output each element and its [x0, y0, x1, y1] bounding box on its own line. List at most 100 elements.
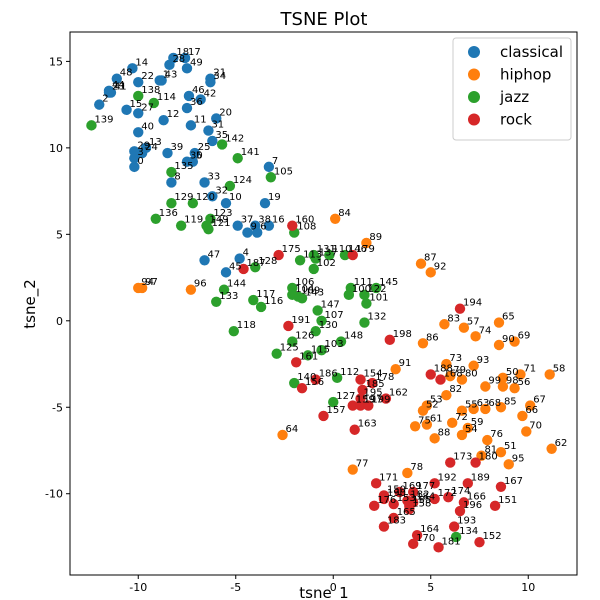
classical-point: [164, 59, 175, 71]
point-label: 34: [213, 71, 226, 82]
point-label: 117: [256, 289, 275, 300]
jazz-point: [150, 213, 161, 224]
rock-point: [408, 497, 419, 508]
rock-point: [380, 393, 392, 404]
jazz-point: [359, 317, 370, 328]
point-label: 31: [211, 120, 224, 131]
point-label: 146: [348, 244, 367, 255]
point-label: 19: [268, 192, 281, 203]
legend-label-jazz: jazz: [499, 88, 529, 106]
legend-label-rock: rock: [500, 111, 532, 129]
legend-label-hiphop: hiphop: [500, 66, 551, 84]
point-label: 2: [102, 94, 108, 105]
point-label: 105: [274, 166, 293, 177]
y-tick-label: -5: [52, 401, 63, 414]
classical-point: [242, 227, 253, 238]
point-label: 125: [280, 343, 299, 354]
y-tick-label: 15: [49, 55, 63, 68]
hiphop-point: [441, 389, 452, 401]
point-label: 10: [229, 192, 242, 203]
point-label: 12: [167, 109, 180, 120]
point-label: 142: [225, 133, 244, 144]
point-label: 74: [479, 325, 492, 336]
point-label: 143: [305, 287, 324, 298]
x-tick-label: 5: [427, 581, 434, 594]
hiphop-point: [390, 364, 401, 375]
classical-point: [203, 125, 214, 136]
point-label: 11: [194, 114, 207, 125]
rock-point: [357, 384, 368, 396]
point-label: 72: [455, 412, 468, 423]
point-label: 102: [317, 258, 336, 269]
hiphop-point: [421, 419, 433, 430]
point-label: 1: [163, 69, 169, 80]
legend-marker-jazz: [468, 91, 480, 103]
point-label: 83: [447, 313, 460, 324]
classical-point: [166, 177, 177, 188]
point-label: 28: [172, 54, 185, 65]
hiphop-point: [493, 317, 505, 328]
x-tick-label: 0: [330, 581, 337, 594]
hiphop-point: [429, 433, 440, 444]
legend-label-classical: classical: [500, 43, 563, 61]
hiphop-point: [525, 400, 536, 411]
jazz-point: [175, 220, 187, 231]
hiphop-point: [361, 237, 372, 249]
rock-point: [347, 400, 358, 411]
jazz-point: [359, 289, 370, 301]
hiphop-point: [544, 369, 555, 380]
classical-point: [259, 198, 271, 209]
hiphop-point: [185, 284, 197, 295]
rock-point: [388, 498, 399, 510]
point-label: 9: [250, 222, 256, 233]
rock-point: [378, 521, 390, 532]
point-label: 168: [444, 369, 463, 380]
jazz-point: [324, 249, 335, 261]
point-label: 32: [215, 185, 228, 196]
point-label: 183: [387, 516, 406, 527]
jazz-point: [328, 396, 339, 408]
point-label: 76: [490, 429, 503, 440]
point-label: 164: [420, 524, 439, 535]
point-label: 115: [311, 344, 330, 355]
point-label: 30: [190, 151, 203, 162]
x-tick-label: -5: [230, 581, 241, 594]
classical-point: [162, 147, 173, 159]
rock-point: [443, 491, 454, 503]
jazz-point: [248, 294, 259, 306]
legend-box: [452, 37, 572, 141]
point-label: 81: [484, 445, 497, 456]
point-label: 4: [243, 248, 249, 259]
hiphop-point: [480, 403, 491, 415]
rock-point: [495, 481, 507, 493]
point-label: 13: [149, 137, 162, 148]
point-label: 85: [504, 396, 517, 407]
y-axis-label: tsne_2: [21, 279, 40, 328]
point-label: 92: [434, 261, 447, 272]
hiphop-point: [509, 383, 520, 394]
point-label: 114: [157, 92, 176, 103]
jazz-point: [228, 325, 239, 337]
point-label: 135: [174, 161, 193, 172]
jazz-point: [302, 350, 314, 361]
point-label: 70: [529, 420, 542, 431]
jazz-point: [294, 255, 306, 266]
hiphop-point: [409, 421, 421, 432]
point-label: 127: [336, 391, 355, 402]
point-label: 47: [208, 249, 221, 260]
classical-point: [185, 120, 197, 131]
rock-point: [388, 512, 399, 524]
point-label: 130: [319, 320, 338, 331]
hiphop-point: [417, 338, 429, 349]
point-label: 43: [165, 69, 178, 80]
classical-point: [183, 90, 195, 102]
point-label: 147: [321, 299, 340, 310]
jazz-point: [232, 153, 243, 164]
jazz-point: [166, 198, 177, 209]
point-label: 141: [241, 147, 260, 158]
jazz-point: [224, 180, 236, 192]
jazz-point: [133, 90, 144, 102]
point-label: 77: [356, 459, 369, 470]
hiphop-point: [445, 370, 456, 382]
